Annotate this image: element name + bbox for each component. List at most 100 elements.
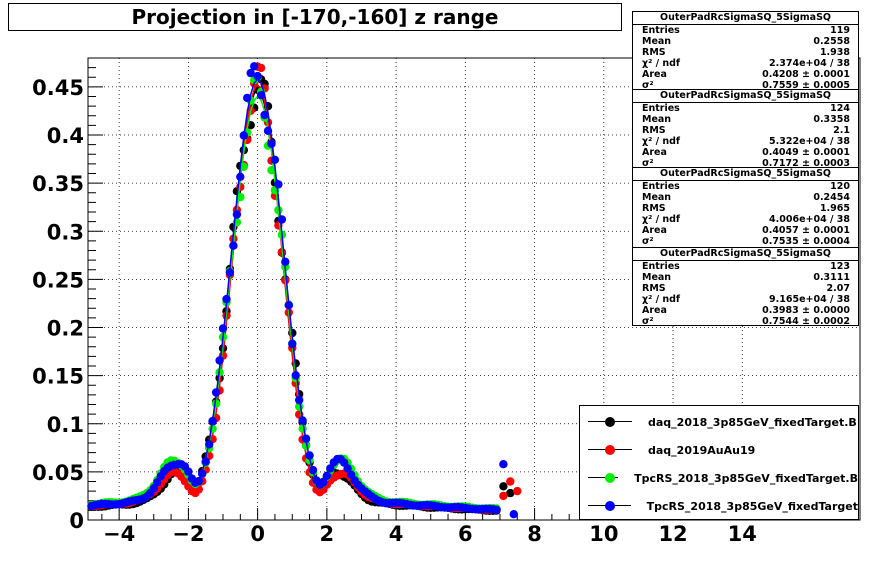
data-point — [222, 294, 231, 304]
stats-label: σ² — [642, 316, 654, 327]
data-point — [218, 324, 228, 333]
stats-box: OuterPadRcSigmaSQ_5SigmaSQ Entries 123 Mean… — [632, 247, 859, 327]
legend-marker — [580, 470, 626, 486]
y-tick-label: 0 — [69, 509, 84, 533]
data-point — [343, 464, 352, 473]
y-tick-label: 0.15 — [32, 365, 84, 389]
legend-marker — [580, 442, 640, 458]
data-point — [291, 371, 300, 380]
data-point — [236, 172, 245, 181]
legend-label: TpcRS_2018_3p85GeV_fixedTarget.B — [634, 471, 858, 485]
stats-row-sigma: σ² 0.7535 ± 0.0004 — [633, 236, 858, 247]
stats-value: 0.4057 ± 0.0001 — [762, 225, 850, 236]
stats-row-rms: RMS 2.1 — [633, 125, 858, 136]
data-point — [319, 478, 328, 487]
data-point — [205, 440, 214, 449]
data-point — [295, 395, 304, 405]
stats-row-entries: Entries 119 — [633, 25, 858, 36]
x-tick-label: 12 — [658, 522, 687, 546]
stats-label: σ² — [642, 80, 654, 91]
legend-entry: daq_2018_3p85GeV_fixedTarget.B — [580, 414, 858, 430]
data-point — [246, 68, 255, 78]
legend-entry: daq_2019AuAu19 — [580, 442, 858, 458]
stats-row-mean: Mean 0.3358 — [633, 114, 858, 125]
stats-label: RMS — [642, 203, 666, 214]
data-point — [253, 71, 262, 81]
stats-label: RMS — [642, 125, 666, 136]
stats-row-area: Area 0.3983 ± 0.0000 — [633, 305, 858, 316]
stats-value: 120 — [830, 181, 850, 192]
data-point — [239, 162, 248, 171]
stats-label: σ² — [642, 236, 654, 247]
data-point — [499, 491, 508, 501]
stats-row-area: Area 0.4057 ± 0.0001 — [633, 225, 858, 236]
data-point — [256, 63, 266, 73]
x-tick-label: 14 — [728, 522, 757, 546]
y-tick-label: 0.3 — [47, 220, 84, 244]
data-point — [198, 469, 207, 478]
data-point — [194, 476, 203, 486]
stats-row-mean: Mean 0.3111 — [633, 272, 858, 283]
data-point — [305, 451, 314, 460]
stats-box-title: OuterPadRcSigmaSQ_5SigmaSQ — [633, 90, 858, 103]
stats-row-rms: RMS 2.07 — [633, 283, 858, 294]
stats-value: 119 — [830, 25, 850, 36]
legend-marker — [580, 414, 640, 430]
stats-label: Area — [642, 147, 667, 158]
data-point — [211, 388, 221, 397]
stats-box-title: OuterPadRcSigmaSQ_5SigmaSQ — [633, 12, 858, 25]
stats-value: 0.3358 — [813, 114, 850, 125]
stats-row-mean: Mean 0.2558 — [633, 36, 858, 47]
stats-row-chi2: χ² / ndf 2.374e+04 / 38 — [633, 58, 858, 69]
stats-value: 1.938 — [819, 47, 850, 58]
y-tick-label: 0.35 — [32, 172, 84, 196]
x-tick-label: 0 — [250, 522, 265, 546]
stats-box: OuterPadRcSigmaSQ_5SigmaSQ Entries 119 Mean… — [632, 11, 859, 91]
stats-label: Area — [642, 225, 667, 236]
stats-value: 9.165e+04 / 38 — [769, 294, 850, 305]
stats-row-rms: RMS 1.965 — [633, 203, 858, 214]
data-point — [229, 241, 238, 250]
data-point — [284, 301, 293, 310]
data-point — [513, 486, 522, 496]
data-point — [506, 488, 515, 498]
stats-value: 124 — [830, 103, 850, 114]
data-point — [301, 434, 311, 443]
data-point — [509, 510, 518, 519]
stats-value: 0.4208 ± 0.0001 — [762, 69, 850, 80]
stats-label: Mean — [642, 272, 672, 283]
stats-value: 0.2454 — [813, 192, 850, 203]
stats-value: 2.1 — [833, 125, 850, 136]
data-point — [201, 457, 210, 466]
stats-value: 2.374e+04 / 38 — [769, 58, 850, 69]
stats-value: 0.7559 ± 0.0005 — [762, 80, 850, 91]
legend-label: daq_2019AuAu19 — [648, 443, 756, 457]
stats-row-sigma: σ² 0.7559 ± 0.0005 — [633, 80, 858, 91]
stats-row-sigma: σ² 0.7544 ± 0.0002 — [633, 316, 858, 327]
stats-label: Entries — [642, 261, 680, 272]
data-point — [281, 257, 290, 266]
stats-label: σ² — [642, 158, 654, 169]
stats-label: χ² / ndf — [642, 294, 681, 305]
data-point — [256, 91, 266, 100]
x-tick-label: 4 — [389, 522, 404, 546]
data-point — [239, 131, 248, 140]
chart-title: Projection in [-170,-160] z range — [8, 3, 622, 31]
x-tick-label: −2 — [172, 522, 204, 546]
data-point — [298, 416, 307, 425]
x-tick-label: 10 — [589, 522, 618, 546]
data-point — [277, 215, 287, 224]
x-tick-label: 2 — [320, 522, 335, 546]
stats-label: Area — [642, 305, 667, 316]
stats-value: 0.3111 — [813, 272, 850, 283]
data-point — [506, 477, 515, 486]
stats-value: 123 — [830, 261, 850, 272]
data-point — [288, 339, 297, 349]
stats-value: 0.7172 ± 0.0003 — [762, 158, 850, 169]
stats-row-area: Area 0.4049 ± 0.0001 — [633, 147, 858, 158]
legend-entry: TpcRS_2018_3p85GeV_fixedTarget — [580, 498, 858, 514]
stats-value: 0.4049 ± 0.0001 — [762, 147, 850, 158]
data-point — [322, 471, 332, 480]
stats-label: RMS — [642, 283, 666, 294]
stats-label: Mean — [642, 36, 672, 47]
